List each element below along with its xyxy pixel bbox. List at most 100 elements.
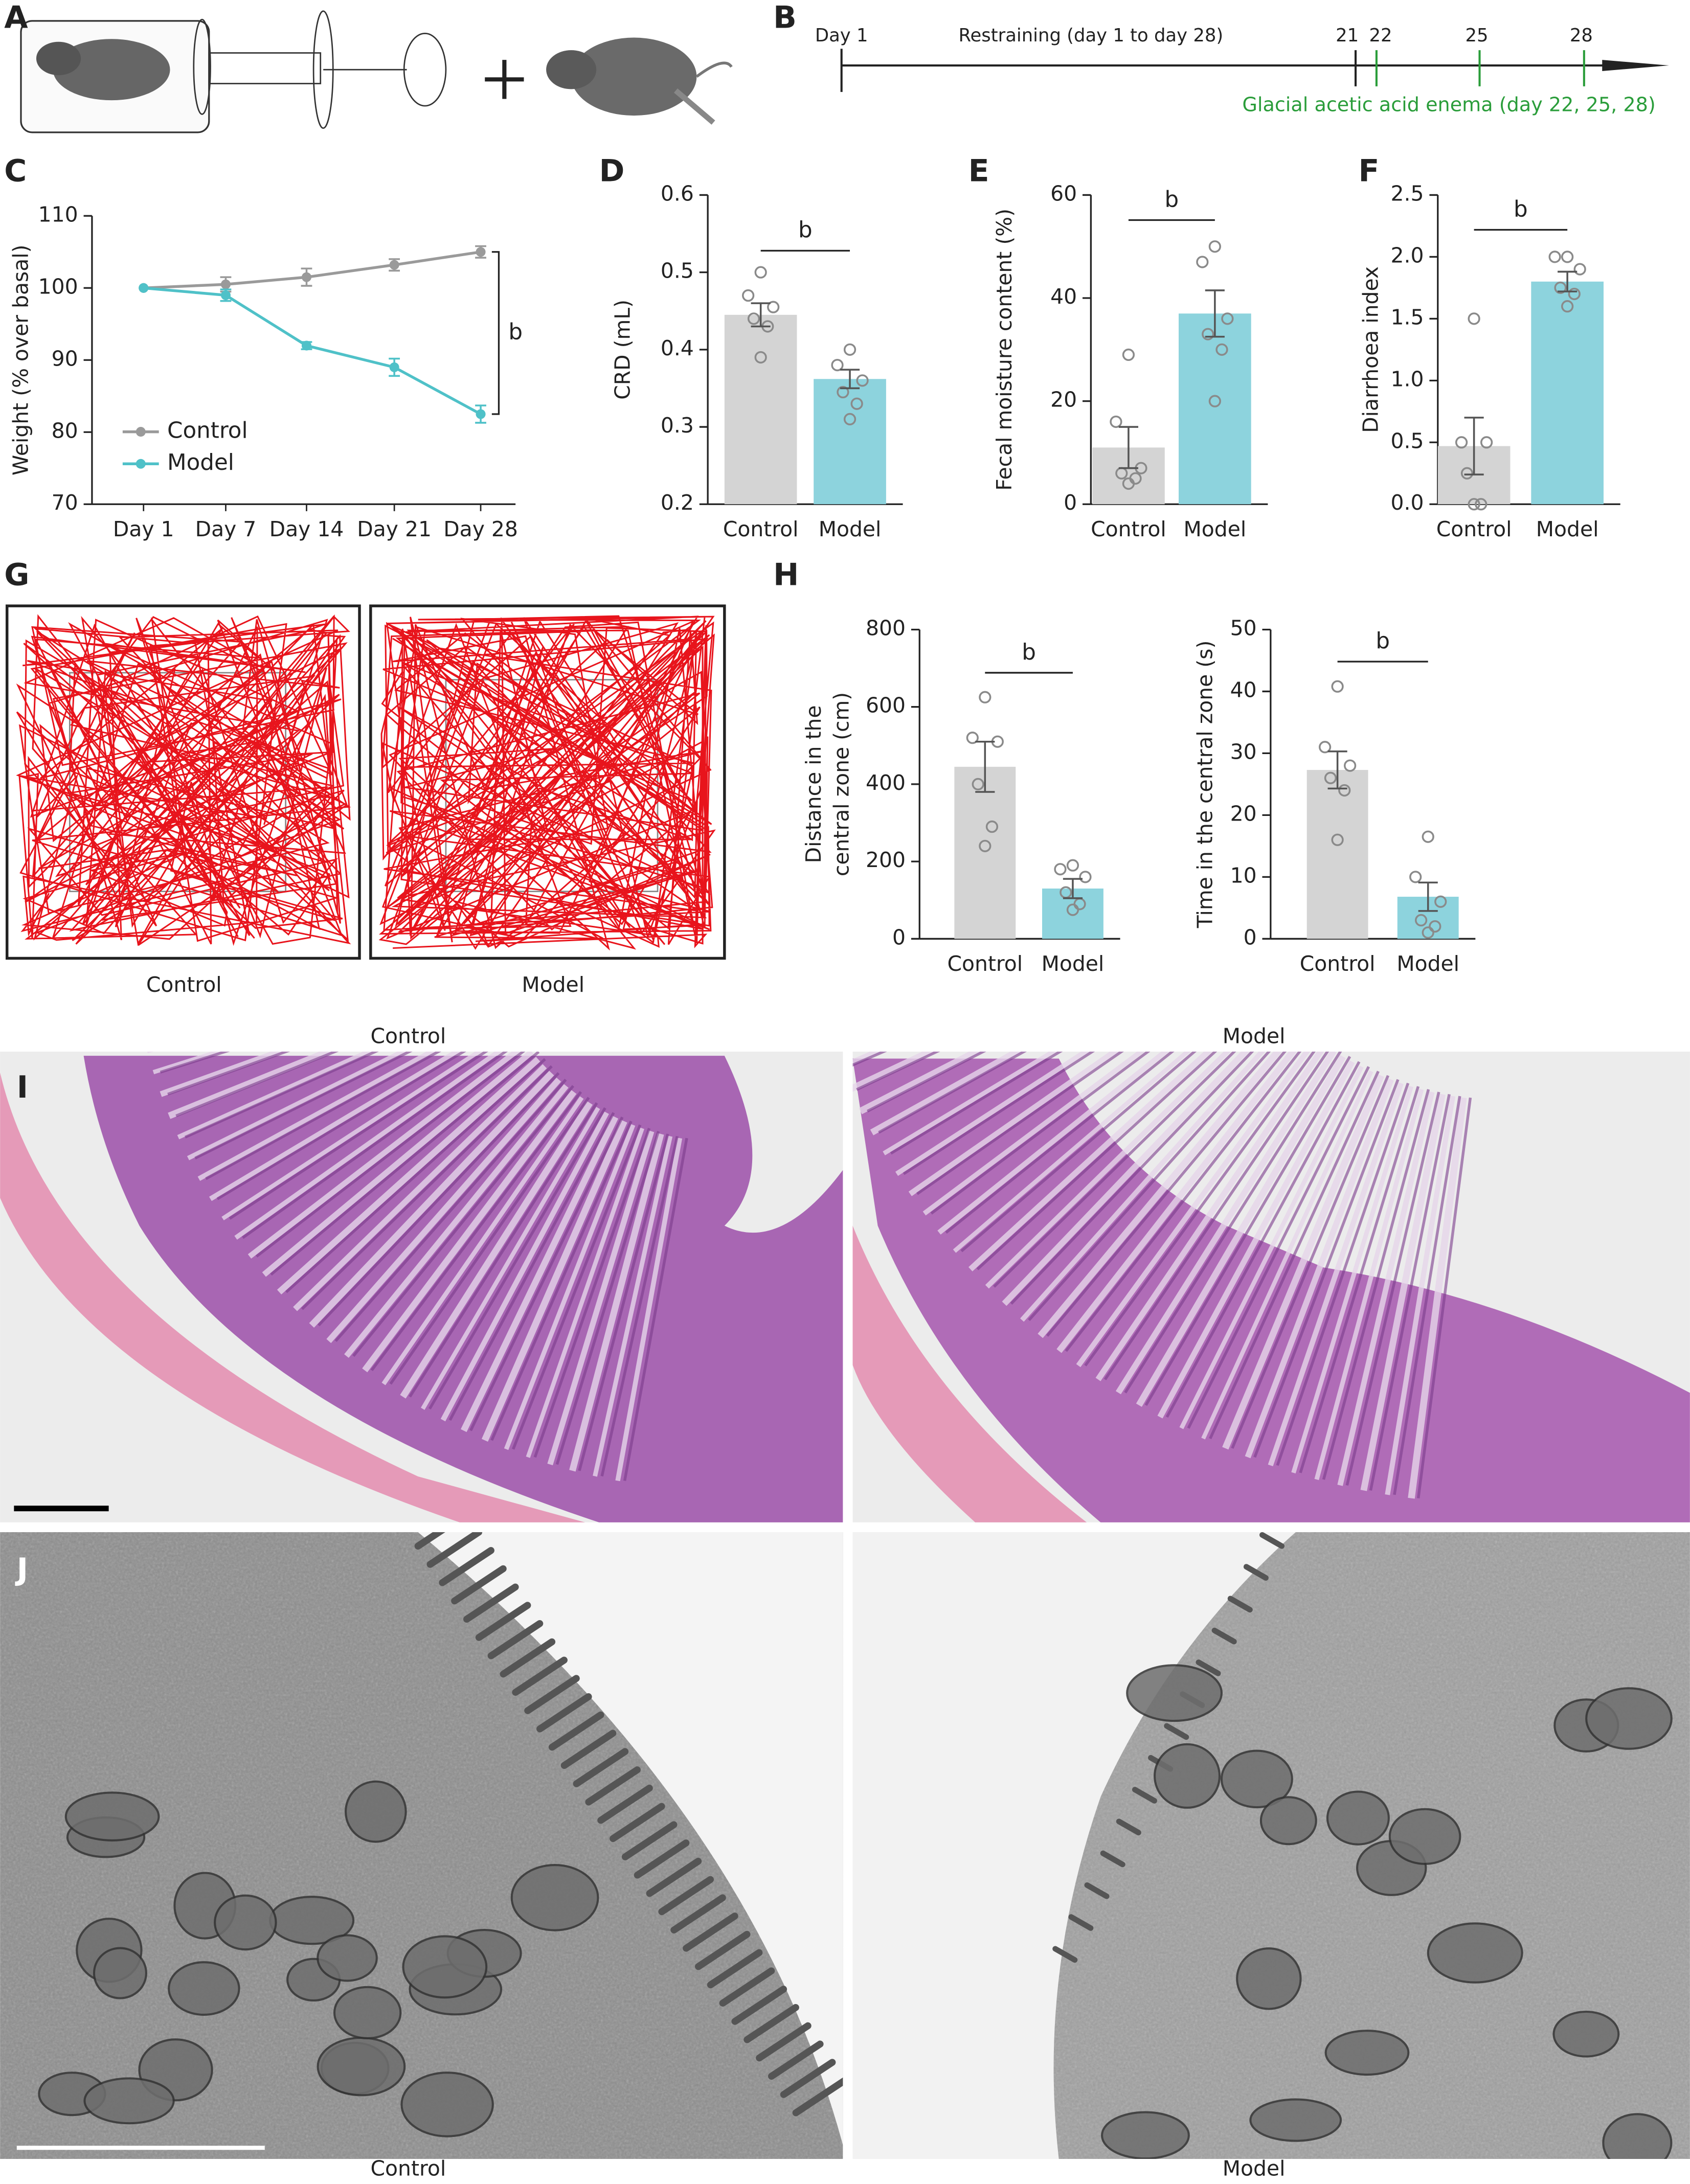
y-tick-label: 10: [1230, 863, 1257, 888]
crypt-wall: [1393, 1096, 1461, 1495]
em-image: [852, 1532, 1690, 2159]
crypt-wall: [1231, 1075, 1390, 1449]
crypt: [968, 1051, 1212, 1271]
data-point: [966, 732, 979, 744]
crypt-wall: [890, 1051, 1063, 1155]
mitochondrion: [402, 1935, 488, 1999]
significance-label: b: [1022, 640, 1036, 665]
data-point: [1568, 287, 1581, 301]
crypt-wall: [409, 1102, 598, 1398]
crypt-wall: [184, 1051, 379, 1139]
timeline-day: 25: [1466, 25, 1489, 46]
data-point: [979, 839, 992, 852]
x-tick-label: Day 21: [357, 517, 432, 541]
crypt: [277, 1057, 540, 1295]
y-tick-label: 0.3: [661, 413, 694, 438]
microvillus: [1084, 1882, 1110, 1899]
x-tick-label: Model: [819, 517, 882, 541]
data-point: [1573, 263, 1586, 276]
y-axis-label: Time in the central zone (s): [1193, 641, 1218, 929]
crypt: [1201, 1070, 1373, 1440]
data-point: [1318, 741, 1332, 754]
crypt-wall: [960, 1051, 1197, 1253]
bar: [724, 314, 797, 505]
data-point: [1429, 920, 1441, 933]
data-point: [1468, 312, 1480, 325]
microvillus: [597, 1784, 653, 1824]
crypt: [1337, 1091, 1435, 1486]
mitochondrion: [400, 2072, 494, 2137]
panel-label: I: [17, 1070, 28, 1105]
crypt: [859, 1051, 984, 1114]
track: [378, 615, 716, 951]
microvillus: [731, 1986, 787, 2025]
crypt: [309, 1071, 554, 1328]
microvillus: [634, 1839, 690, 1879]
data-point: [1548, 251, 1561, 263]
crypt-wall: [490, 1121, 633, 1441]
microvillus: [487, 1620, 544, 1659]
mitochondrion: [510, 1864, 599, 1931]
crypt: [985, 1051, 1231, 1289]
crypt-wall: [916, 1051, 1124, 1195]
crypt-wall: [856, 1051, 940, 1091]
crypt: [547, 1130, 655, 1466]
crypt: [1245, 1078, 1394, 1459]
microvillus: [548, 1711, 604, 1751]
crypt: [461, 1116, 619, 1432]
microvillus: [585, 1766, 641, 1806]
crypt-wall: [334, 1079, 567, 1342]
data-point: [1066, 859, 1079, 872]
microvillus: [451, 1565, 507, 1605]
crypt: [197, 1051, 437, 1181]
crypt: [1136, 1055, 1346, 1407]
mitochondrion: [1220, 1749, 1293, 1809]
data-point: [837, 385, 849, 399]
timeline-day: 21: [1336, 25, 1359, 46]
significance-label: b: [1376, 628, 1390, 654]
data-point: [1344, 759, 1357, 772]
point: [220, 290, 231, 300]
crypt-wall: [1103, 1051, 1330, 1380]
point: [389, 362, 399, 372]
point: [301, 272, 312, 282]
panel-label: B: [773, 0, 797, 36]
microvillus: [475, 1602, 531, 1641]
microvillus: [426, 1532, 483, 1568]
crypt: [247, 1051, 521, 1259]
crypt-wall: [878, 1051, 1027, 1134]
data-point: [742, 289, 755, 302]
microvillus: [463, 1583, 519, 1623]
x-tick-label: Day 28: [443, 517, 518, 541]
point: [476, 247, 486, 257]
data-point: [754, 266, 767, 279]
crypt: [953, 1051, 1191, 1253]
y-tick-label: 0: [1064, 490, 1077, 515]
data-point: [856, 374, 869, 387]
crypt-wall: [1416, 1097, 1472, 1498]
crypt-wall: [993, 1051, 1236, 1288]
microvillus: [414, 1532, 445, 1550]
crypt-wall: [216, 1051, 466, 1200]
crypt-wall: [175, 1051, 339, 1118]
crypt-wall: [600, 1135, 679, 1477]
significance-bracket: [491, 251, 500, 415]
y-tick-label: 0: [892, 925, 906, 949]
y-tick-label: 20: [1050, 388, 1077, 412]
bar: [814, 379, 886, 505]
y-axis-label: Weight (% over basal): [9, 244, 33, 475]
microvillus: [560, 1730, 617, 1769]
mitochondrion: [317, 1934, 378, 1982]
mouse-head: [546, 50, 597, 89]
crypt: [569, 1133, 664, 1472]
crypt: [1360, 1094, 1446, 1491]
crypt: [883, 1051, 1057, 1155]
crypt: [168, 1051, 337, 1119]
data-point: [1460, 467, 1474, 480]
y-tick-label: 110: [38, 202, 78, 226]
y-tick-label: 0.0: [1391, 490, 1424, 515]
x-tick-label: Day 7: [195, 517, 257, 541]
microvillus: [1259, 1532, 1285, 1549]
data-point: [1338, 784, 1351, 797]
